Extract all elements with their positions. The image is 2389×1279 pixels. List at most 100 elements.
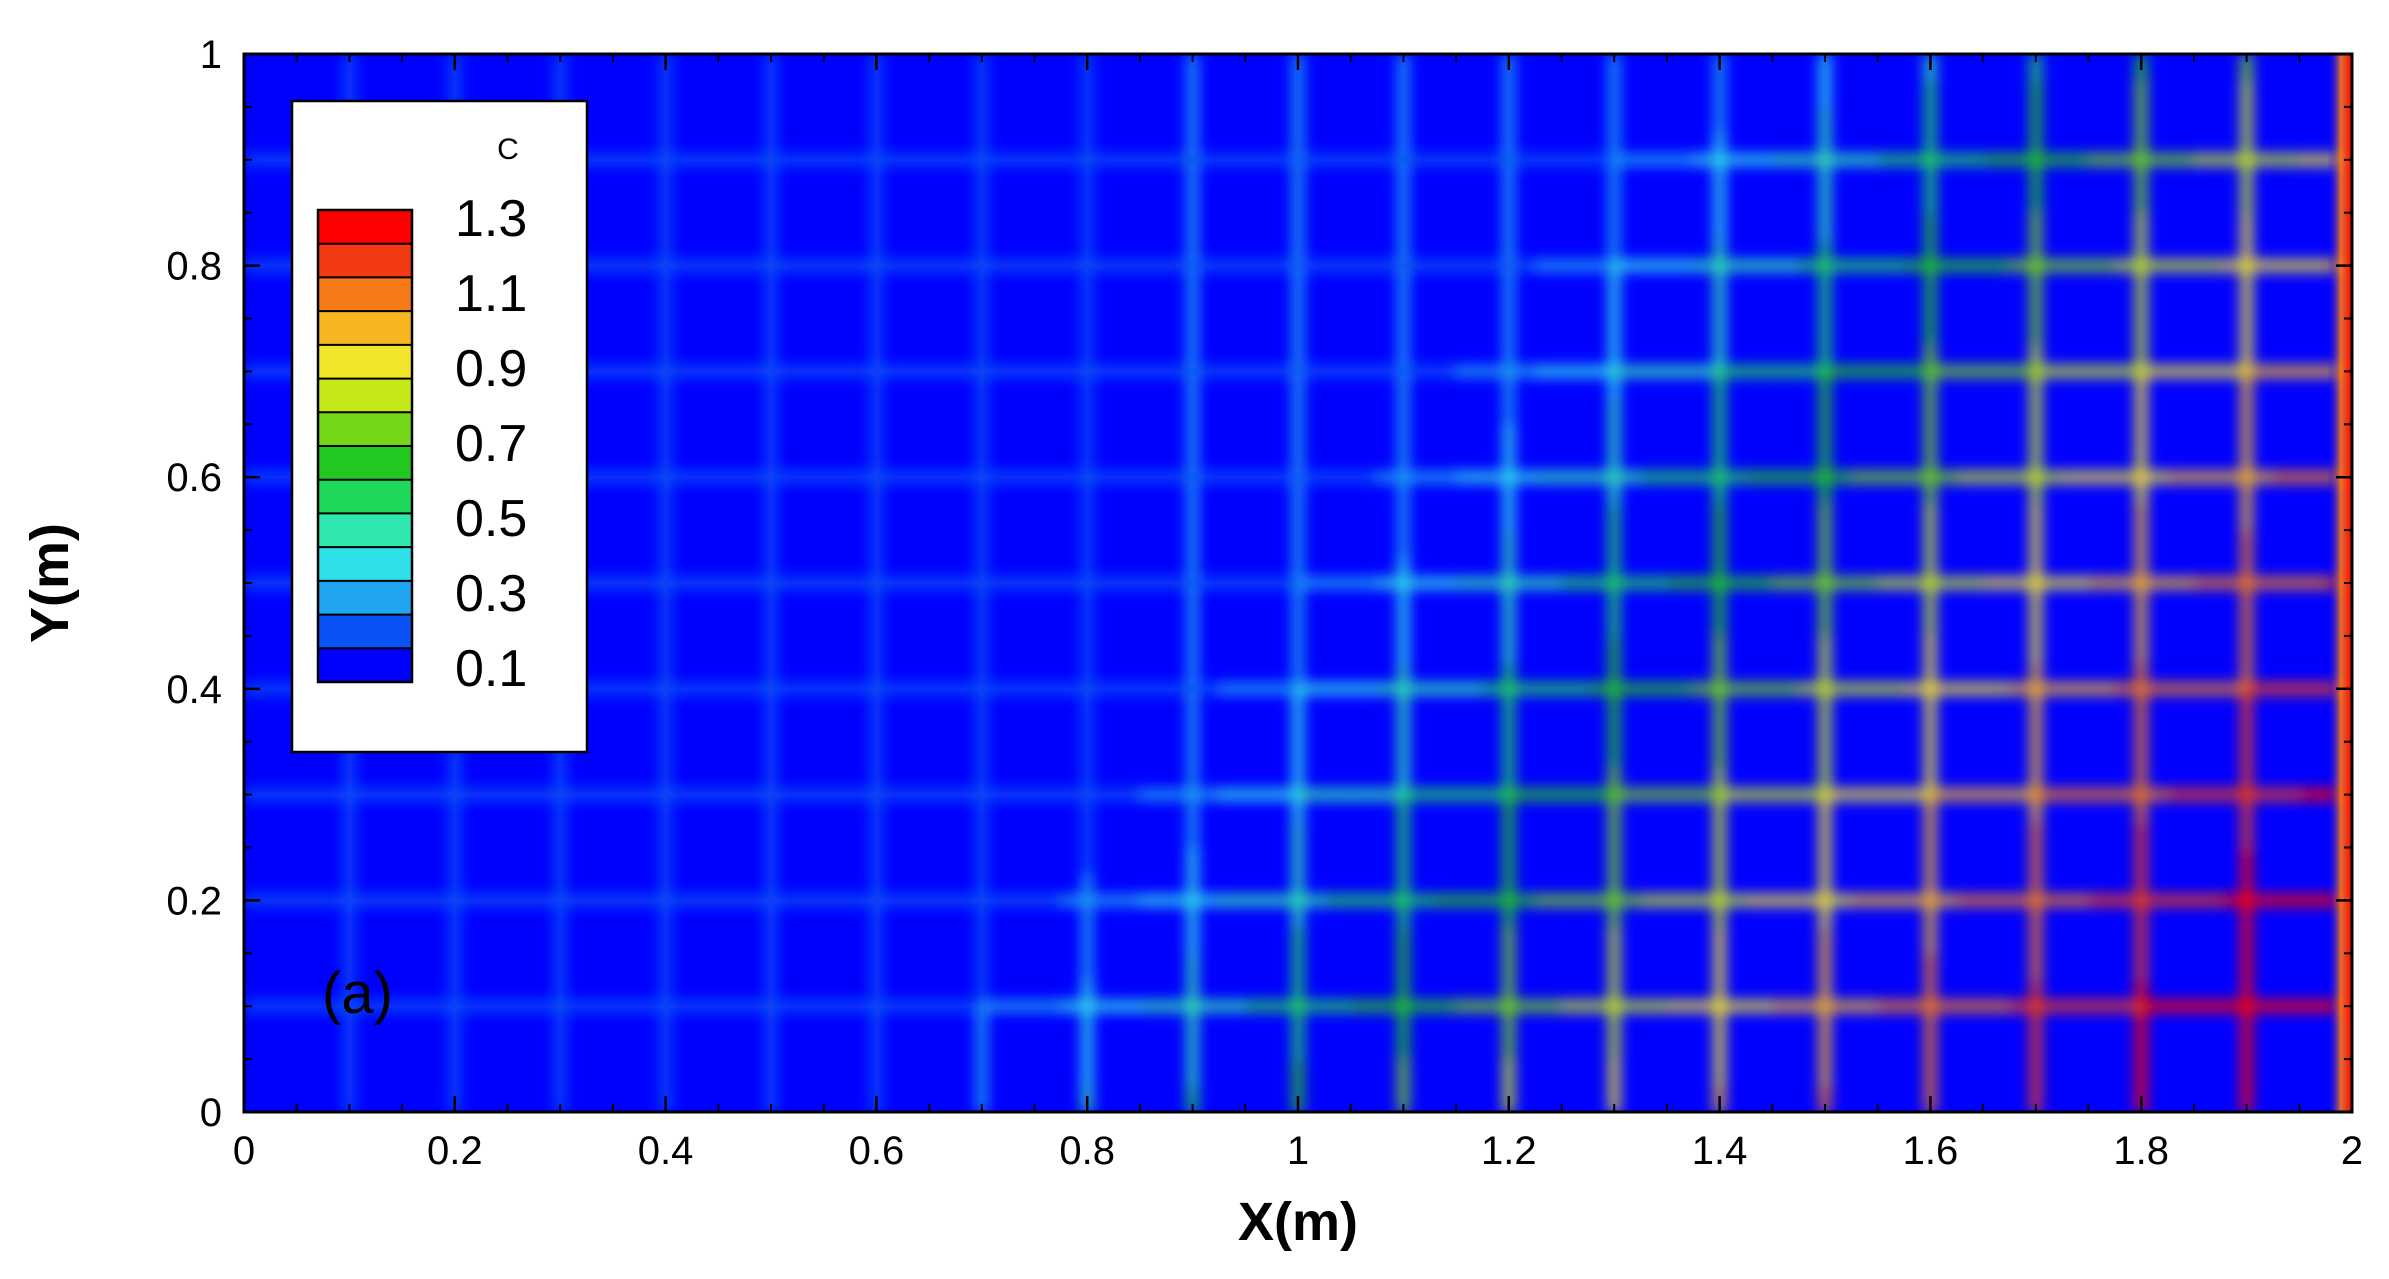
fracture-vertical-13 — [1714, 821, 1725, 849]
fracture-vertical-11 — [1503, 106, 1514, 135]
fracture-vertical-12 — [1609, 106, 1620, 135]
fracture-vertical-6 — [976, 133, 987, 161]
fracture-horizontal-3 — [665, 683, 693, 694]
fracture-vertical-12 — [1609, 318, 1620, 346]
fracture-horizontal-7 — [2141, 260, 2169, 271]
fracture-vertical-6 — [976, 1059, 987, 1087]
fracture-vertical-8 — [1187, 106, 1198, 135]
fracture-vertical-18 — [2241, 212, 2252, 241]
fracture-vertical-5 — [871, 821, 882, 849]
fracture-horizontal-1 — [2352, 895, 2379, 905]
fracture-vertical-7 — [1082, 265, 1093, 294]
fracture-vertical-12 — [1609, 609, 1620, 637]
fracture-vertical-18 — [2241, 556, 2252, 584]
fracture-vertical-13 — [1714, 1059, 1725, 1087]
fracture-horizontal-4 — [1245, 578, 1273, 588]
fracture-vertical-4 — [766, 80, 776, 108]
fracture-vertical-6 — [976, 583, 987, 611]
fracture-horizontal-3 — [2299, 683, 2327, 694]
fracture-horizontal-0 — [428, 1001, 456, 1012]
fracture-horizontal-6 — [270, 366, 298, 377]
fracture-vertical-15 — [1925, 794, 1936, 823]
fracture-vertical-7 — [1082, 133, 1093, 161]
fracture-vertical-16 — [2030, 821, 2041, 849]
fracture-vertical-17 — [2136, 292, 2147, 320]
fracture-horizontal-1 — [1456, 895, 1484, 906]
fracture-horizontal-5 — [586, 472, 614, 483]
fracture-horizontal-6 — [1666, 366, 1695, 377]
fracture-horizontal-3 — [2088, 683, 2116, 694]
fracture-vertical-10 — [1398, 900, 1409, 928]
fracture-horizontal-2 — [1614, 789, 1642, 800]
fracture-horizontal-3 — [1245, 683, 1273, 694]
fracture-horizontal-1 — [1640, 895, 1668, 906]
fracture-horizontal-1 — [1298, 895, 1326, 906]
fracture-vertical-8 — [1187, 292, 1198, 320]
fracture-horizontal-5 — [1192, 472, 1220, 483]
fracture-horizontal-6 — [1825, 366, 1853, 377]
fracture-horizontal-5 — [1956, 472, 1985, 483]
fracture-horizontal-6 — [1983, 366, 2011, 377]
fracture-horizontal-2 — [270, 789, 298, 800]
fracture-horizontal-2 — [375, 789, 404, 800]
fracture-vertical-18 — [2241, 953, 2252, 981]
fracture-vertical-8 — [1187, 503, 1198, 532]
fracture-vertical-18 — [2241, 741, 2252, 770]
fracture-vertical-9 — [1293, 556, 1303, 584]
legend-label: 0.3 — [455, 565, 527, 623]
fracture-horizontal-1 — [1008, 895, 1036, 906]
fracture-horizontal-0 — [2114, 1001, 2143, 1012]
fracture-horizontal-8 — [1245, 154, 1273, 165]
fracture-vertical-14 — [1820, 821, 1830, 849]
fracture-vertical-16 — [2030, 292, 2041, 320]
fracture-horizontal-5 — [1640, 472, 1668, 483]
fracture-vertical-7 — [1082, 662, 1093, 690]
fracture-vertical-3 — [660, 292, 671, 320]
fracture-vertical-16 — [2030, 159, 2041, 188]
fracture-vertical-8 — [1187, 847, 1198, 875]
fracture-vertical-8 — [1187, 344, 1198, 373]
fracture-horizontal-8 — [744, 154, 772, 165]
fracture-horizontal-3 — [1271, 683, 1299, 694]
fracture-vertical-16 — [2030, 318, 2041, 346]
fracture-horizontal-3 — [955, 683, 983, 694]
fracture-vertical-16 — [2030, 344, 2041, 373]
fracture-vertical-6 — [976, 371, 987, 399]
legend-swatch — [318, 344, 412, 380]
fracture-vertical-3 — [660, 186, 671, 214]
fracture-vertical-4 — [766, 186, 776, 214]
fracture-vertical-15 — [1925, 1032, 1936, 1061]
fracture-horizontal-3 — [981, 683, 1010, 694]
fracture-vertical-17 — [2136, 450, 2147, 479]
fracture-vertical-18 — [2241, 503, 2252, 532]
fracture-horizontal-4 — [1377, 578, 1405, 588]
fracture-vertical-4 — [766, 344, 776, 373]
fracture-horizontal-2 — [1825, 789, 1853, 800]
fracture-vertical-17 — [2136, 926, 2147, 955]
fracture-horizontal-6 — [1218, 366, 1247, 377]
fracture-horizontal-4 — [1983, 578, 2011, 588]
fracture-horizontal-8 — [2299, 154, 2327, 165]
fracture-horizontal-6 — [929, 366, 957, 377]
fracture-vertical-7 — [1082, 556, 1093, 584]
fracture-horizontal-5 — [612, 472, 641, 483]
fracture-vertical-7 — [1082, 873, 1093, 902]
fracture-horizontal-4 — [1482, 578, 1510, 588]
fracture-horizontal-1 — [1245, 895, 1273, 906]
fracture-horizontal-6 — [1956, 366, 1985, 377]
fracture-horizontal-1 — [850, 895, 878, 906]
fracture-vertical-8 — [1187, 1085, 1198, 1112]
fracture-horizontal-7 — [1745, 260, 1774, 271]
fracture-horizontal-7 — [1034, 260, 1062, 271]
fracture-horizontal-8 — [955, 154, 983, 165]
fracture-horizontal-1 — [1482, 895, 1510, 906]
fracture-horizontal-1 — [823, 895, 852, 906]
fracture-horizontal-7 — [1825, 260, 1853, 271]
fracture-vertical-5 — [871, 873, 882, 902]
fracture-horizontal-0 — [1798, 1001, 1826, 1012]
fracture-vertical-10 — [1398, 318, 1409, 346]
fracture-vertical-11 — [1503, 239, 1514, 267]
fracture-horizontal-3 — [1772, 683, 1800, 694]
fracture-vertical-11 — [1503, 847, 1514, 875]
fracture-vertical-1 — [449, 1059, 460, 1087]
